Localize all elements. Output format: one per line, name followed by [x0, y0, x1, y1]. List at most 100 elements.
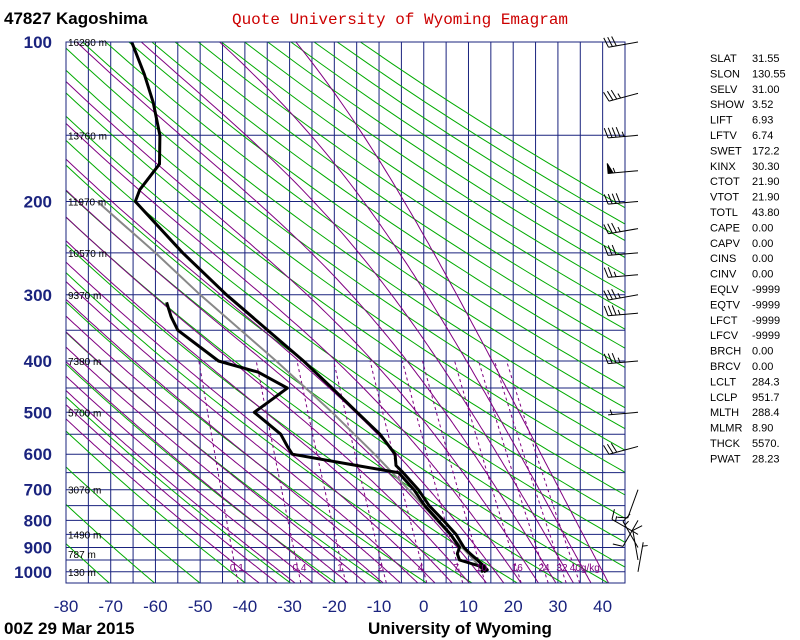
index-row: TOTL 43.80 — [710, 207, 780, 219]
height-label: 13760 m — [68, 131, 107, 142]
index-value: 0.00 — [752, 361, 773, 373]
mixing-ratio-label: 0.4 — [293, 563, 307, 574]
moist-adiabat-line — [140, 42, 574, 583]
dry-adiabat-line — [267, 42, 625, 276]
index-value: -9999 — [752, 315, 780, 327]
index-row: THCK 5570. — [710, 438, 780, 450]
moist-adiabat-line — [66, 331, 367, 583]
pressure-tick-label: 1000 — [14, 563, 52, 582]
index-value: 21.90 — [752, 176, 780, 188]
moist-adiabat-line — [66, 280, 419, 583]
index-value: 288.4 — [752, 407, 780, 419]
index-row: LCLT 284.3 — [710, 376, 780, 388]
index-key: EQTV — [710, 299, 741, 311]
mixing-ratio-label: 1 — [337, 563, 343, 574]
wind-barb — [603, 126, 639, 139]
mixing-ratio-line — [506, 360, 581, 583]
mixing-ratio-line — [198, 360, 239, 583]
index-key: BRCH — [710, 346, 741, 358]
wind-barb — [606, 163, 639, 174]
isotherm-grid — [65, 42, 626, 583]
height-label: 1490 m — [68, 530, 101, 541]
wind-barbs — [603, 36, 648, 572]
temperature-tick-label: 10 — [459, 597, 478, 616]
dry-adiabat-line — [66, 139, 625, 543]
pressure-tick-label: 500 — [24, 403, 52, 422]
index-value: 284.3 — [752, 376, 780, 388]
moist-adiabat-line — [295, 42, 610, 583]
footer-date: 00Z 29 Mar 2015 — [4, 619, 134, 638]
sounding-series — [96, 42, 489, 574]
index-key: SLAT — [710, 53, 737, 65]
mixing-ratio-line — [494, 360, 567, 583]
dry-adiabat-line — [66, 115, 625, 519]
dry-adiabat-line — [66, 301, 427, 583]
moist-adiabat-line — [66, 122, 522, 583]
index-value: 3.52 — [752, 99, 773, 111]
wind-barb — [603, 36, 639, 48]
index-value: 0.00 — [752, 253, 773, 265]
mixing-ratio-line — [422, 360, 486, 583]
index-key: THCK — [710, 438, 741, 450]
index-row: SLON 130.55 — [710, 68, 786, 80]
wind-barb — [603, 244, 639, 256]
wind-barb — [637, 542, 648, 572]
index-row: SLAT 31.55 — [710, 53, 780, 65]
index-row: SWET 172.2 — [710, 145, 780, 157]
temperature-tick-label: 30 — [548, 597, 567, 616]
index-key: LFTV — [710, 130, 738, 142]
height-labels: 16280 m 13760 m 11970 m 10570 m 9370 m 7380 m… — [68, 38, 107, 579]
moist-adiabat-line — [66, 261, 436, 583]
mixing-ratio-line — [401, 360, 464, 583]
height-label: 130 m — [68, 568, 96, 579]
stability-indices: SLAT 31.55 SLON 130.55 SELV 31.00 SHOW 3.52 LIFT… — [710, 53, 786, 465]
mixing-ratio-line — [478, 360, 549, 583]
mixing-ratio-lines — [198, 360, 581, 583]
index-row: LIFT 6.93 — [710, 115, 773, 127]
index-value: 0.00 — [752, 238, 773, 250]
chart-title: Quote University of Wyoming Emagram — [232, 11, 568, 29]
index-row: EQLV -9999 — [710, 284, 780, 296]
index-value: 28.23 — [752, 453, 780, 465]
wind-barb — [603, 442, 639, 455]
pressure-tick-label: 300 — [24, 286, 52, 305]
dry-adiabat-line — [221, 42, 625, 312]
temperature-tick-label: 40 — [593, 597, 612, 616]
wind-barb — [603, 289, 639, 301]
dry-adiabat-line — [128, 42, 625, 389]
temperature-tick-label: 20 — [504, 597, 523, 616]
index-row: LFCT -9999 — [710, 315, 780, 327]
index-row: LCLP 951.7 — [710, 392, 780, 404]
height-label: 9370 m — [68, 291, 101, 302]
temperature-tick-label: -50 — [188, 597, 213, 616]
index-value: 31.00 — [752, 84, 780, 96]
mixing-ratio-label: 24 — [539, 563, 551, 574]
temperature-tick-label: -40 — [233, 597, 258, 616]
index-key: LCLT — [710, 376, 736, 388]
index-value: -9999 — [752, 330, 780, 342]
wind-barb — [632, 525, 643, 561]
dewpoint-profile — [165, 301, 487, 574]
temperature-tick-label: 0 — [419, 597, 428, 616]
index-value: 0.00 — [752, 346, 773, 358]
wind-barb — [603, 222, 639, 235]
index-key: CAPE — [710, 222, 740, 234]
index-key: SELV — [710, 84, 738, 96]
index-key: CTOT — [710, 176, 740, 188]
dry-adiabat-line — [66, 47, 625, 451]
moist-adiabat-line — [66, 404, 278, 583]
mixing-ratio-label: 40g/kg — [570, 563, 600, 574]
wind-barb — [617, 489, 639, 519]
dry-adiabats — [66, 42, 625, 583]
plot-frame — [65, 41, 626, 584]
index-row: PWAT 28.23 — [710, 453, 780, 465]
moist-adiabat-line — [66, 389, 296, 583]
height-label: 11970 m — [68, 197, 106, 208]
wind-barb — [603, 352, 639, 365]
dry-adiabat-line — [66, 503, 155, 583]
moist-adiabat-line — [66, 189, 487, 583]
mixing-ratio-label: 2 — [378, 563, 384, 574]
index-value: 8.90 — [752, 423, 773, 435]
wind-barb — [603, 193, 639, 205]
moist-adiabat-line — [66, 346, 349, 583]
